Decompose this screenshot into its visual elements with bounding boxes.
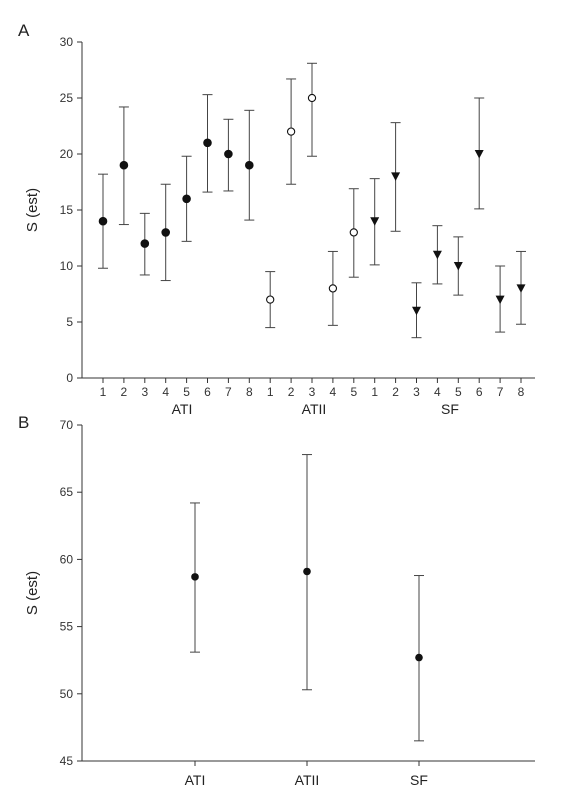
panel-a-point xyxy=(266,295,275,304)
panel-a-x-tick-label: 7 xyxy=(225,385,232,399)
panel-b-x-tick-label: ATII xyxy=(295,772,320,788)
panel-a-point xyxy=(182,194,191,204)
panel-a-x-tick-label: 5 xyxy=(350,385,357,399)
panel-a-x-tick-label: 1 xyxy=(267,385,274,399)
panel-a-y-axis-title: S (est) xyxy=(24,188,41,232)
panel-a-point xyxy=(307,93,317,103)
panel-b-y-tick-label: 55 xyxy=(60,620,74,634)
panel-a-group-label: ATI xyxy=(172,401,193,417)
panel-a-x-tick-label: 1 xyxy=(100,385,107,399)
panel-a-y-tick-label: 15 xyxy=(60,203,74,217)
panel-a-point xyxy=(286,127,296,136)
panel-a-point xyxy=(349,228,358,237)
panel-a-x-tick-label: 2 xyxy=(392,385,399,399)
panel-b-y-tick-label: 50 xyxy=(60,687,74,701)
panel-a-y-tick-label: 10 xyxy=(60,259,74,273)
panel-a-x-tick-label: 8 xyxy=(518,385,525,399)
panel-a-point xyxy=(328,284,338,293)
panel-a-y-tick-label: 25 xyxy=(60,91,74,105)
panel-a-point xyxy=(495,295,505,305)
panel-b-point xyxy=(415,653,423,662)
panel-b-y-tick-label: 70 xyxy=(60,418,74,432)
panel-a-group-label: SF xyxy=(441,401,459,417)
panel-a-point xyxy=(516,284,526,293)
panel-a-x-tick-label: 3 xyxy=(309,385,316,399)
panel-a-point xyxy=(412,306,421,316)
panel-a-point xyxy=(370,217,380,226)
panel-a-x-tick-label: 3 xyxy=(141,385,148,399)
panel-b-y-axis-title: S (est) xyxy=(24,571,41,615)
panel-a-x-tick-label: 7 xyxy=(497,385,504,399)
panel-b-letter: B xyxy=(18,413,29,432)
panel-a-letter: A xyxy=(18,21,30,40)
panel-a-y-tick-label: 20 xyxy=(60,147,74,161)
panel-b-x-tick-label: ATI xyxy=(185,772,206,788)
panel-a-x-tick-label: 6 xyxy=(204,385,211,399)
panel-a-x-tick-label: 4 xyxy=(330,385,337,399)
panel-a-point xyxy=(161,228,170,237)
panel-a-x-tick-label: 3 xyxy=(413,385,420,399)
panel-b-x-tick-label: SF xyxy=(410,772,428,788)
panel-b-point xyxy=(191,573,199,581)
panel-a-x-tick-label: 2 xyxy=(121,385,128,399)
panel-a-point xyxy=(391,172,401,181)
panel-a-x-tick-label: 5 xyxy=(183,385,190,399)
panel-a-x-tick-label: 8 xyxy=(246,385,253,399)
panel-a-y-tick-label: 0 xyxy=(66,371,73,385)
panel-a-x-tick-label: 2 xyxy=(288,385,295,399)
panel-a-point xyxy=(474,150,484,159)
panel-a-point xyxy=(453,262,463,271)
panel-a-group-label: ATII xyxy=(302,401,327,417)
panel-a-point xyxy=(245,160,254,170)
panel-a-x-tick-label: 1 xyxy=(371,385,378,399)
panel-b-y-tick-label: 65 xyxy=(60,485,74,499)
panel-a-x-tick-label: 5 xyxy=(455,385,462,399)
panel-a-x-tick-label: 4 xyxy=(162,385,169,399)
panel-b-point xyxy=(303,567,311,576)
panel-b-y-tick-label: 60 xyxy=(60,552,74,566)
panel-a-point xyxy=(224,149,233,159)
panel-a-point xyxy=(432,250,442,260)
panel-a-point xyxy=(140,239,150,248)
panel-a-x-tick-label: 6 xyxy=(476,385,483,399)
panel-a-point xyxy=(98,216,108,226)
panel-a-y-tick-label: 30 xyxy=(60,35,74,49)
panel-a-x-tick-label: 4 xyxy=(434,385,441,399)
panel-a-y-tick-label: 5 xyxy=(66,315,73,329)
panel-b-y-tick-label: 45 xyxy=(60,754,74,768)
panel-a-point xyxy=(119,160,129,170)
panel-a-point xyxy=(203,138,212,148)
panel-b-chart: 45 50 55 60 65 70 ATI ATII SF S (est) xyxy=(24,418,535,788)
